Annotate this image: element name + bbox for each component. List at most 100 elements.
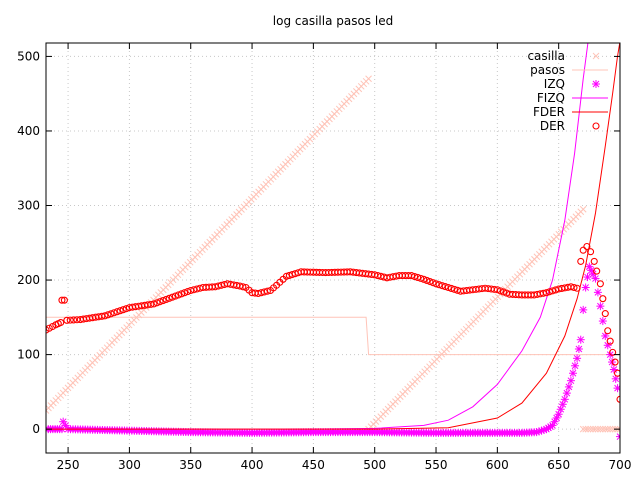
circle-marker xyxy=(493,286,501,294)
circle-marker xyxy=(414,273,422,281)
circle-marker xyxy=(435,281,443,289)
circle-marker xyxy=(444,283,452,292)
x-marker xyxy=(592,52,600,60)
circle-marker xyxy=(107,310,115,318)
x-tick-label: 600 xyxy=(486,458,509,472)
circle-marker xyxy=(441,283,449,291)
circle-marker xyxy=(429,279,437,287)
x-tick-label: 300 xyxy=(118,458,141,472)
circle-marker xyxy=(407,272,416,280)
x-marker xyxy=(589,425,597,433)
legend-label: casilla xyxy=(527,49,565,63)
x-marker xyxy=(584,425,592,433)
circle-marker xyxy=(611,358,619,366)
circle-marker xyxy=(101,312,109,320)
circle-marker xyxy=(432,280,440,288)
circle-marker xyxy=(177,290,186,298)
plot-frame xyxy=(45,42,621,454)
series-line xyxy=(46,43,620,430)
circle-marker xyxy=(423,276,431,284)
circle-marker xyxy=(596,280,604,288)
star-marker xyxy=(616,435,620,440)
circle-marker xyxy=(181,289,189,297)
legend-label: IZQ xyxy=(544,77,565,91)
x-marker xyxy=(46,409,50,414)
circle-marker xyxy=(420,275,428,283)
circle-marker xyxy=(70,316,78,324)
star-marker xyxy=(616,433,620,438)
circle-marker xyxy=(417,274,425,282)
circle-marker xyxy=(174,291,183,299)
circle-marker xyxy=(573,284,581,292)
circle-marker xyxy=(66,316,74,324)
circle-marker xyxy=(153,299,161,307)
circle-marker xyxy=(104,311,112,319)
circle-marker xyxy=(60,296,68,304)
circle-marker xyxy=(150,300,158,308)
circle-marker xyxy=(450,285,458,293)
circle-marker xyxy=(587,248,595,256)
x-marker xyxy=(587,425,594,433)
legend-label: FIZQ xyxy=(537,91,565,105)
circle-marker xyxy=(499,288,508,296)
series-pasos xyxy=(46,316,620,356)
legend-label: pasos xyxy=(530,63,565,77)
circle-marker xyxy=(119,306,127,314)
x-marker xyxy=(616,428,620,433)
x-marker xyxy=(616,425,620,430)
circle-marker xyxy=(579,246,587,254)
circle-marker xyxy=(604,327,612,335)
circle-marker xyxy=(545,288,554,296)
circle-marker xyxy=(162,295,170,303)
axis-ticks: 250 300 350 400 450 500 550 600 650 700 0 100 200 300… xyxy=(17,43,631,472)
x-marker xyxy=(601,425,609,433)
y-tick-label: 100 xyxy=(17,348,40,362)
circle-marker xyxy=(447,284,455,292)
chart-title: log casilla pasos led xyxy=(273,14,393,28)
circle-marker xyxy=(606,337,614,345)
circle-marker xyxy=(570,283,578,292)
circle-marker xyxy=(548,287,557,295)
circle-marker xyxy=(46,326,50,334)
x-marker xyxy=(609,425,616,433)
series-fizq xyxy=(46,43,589,430)
circle-marker xyxy=(58,296,66,304)
x-tick-label: 450 xyxy=(302,458,325,472)
x-tick-label: 500 xyxy=(363,458,386,472)
plot-area xyxy=(46,43,620,441)
x-marker xyxy=(604,425,612,433)
circle-marker xyxy=(592,122,600,130)
circle-marker xyxy=(165,294,173,302)
y-tick-label: 0 xyxy=(32,422,40,436)
x-tick-label: 250 xyxy=(57,458,80,472)
legend-label: DER xyxy=(540,119,565,133)
circle-marker xyxy=(113,308,121,316)
x-marker xyxy=(606,425,614,433)
circle-marker xyxy=(583,242,591,251)
circle-marker xyxy=(438,282,446,290)
circle-marker xyxy=(496,287,504,295)
x-tick-label: 350 xyxy=(179,458,202,472)
circle-marker xyxy=(168,293,176,301)
x-marker xyxy=(592,425,599,433)
circle-marker xyxy=(542,289,550,297)
circle-marker xyxy=(110,309,118,317)
x-marker xyxy=(579,205,587,213)
x-marker xyxy=(365,75,372,83)
circle-marker xyxy=(63,316,71,324)
x-tick-label: 400 xyxy=(241,458,264,472)
series-der xyxy=(46,242,620,403)
circle-marker xyxy=(426,277,434,286)
x-tick-label: 650 xyxy=(547,458,570,472)
circle-marker xyxy=(159,297,167,305)
x-tick-label: 550 xyxy=(425,458,448,472)
circle-marker xyxy=(601,310,609,318)
legend-label: FDER xyxy=(533,105,565,119)
y-tick-label: 200 xyxy=(17,273,40,287)
x-tick-label: 700 xyxy=(609,458,632,472)
circle-marker xyxy=(239,283,247,291)
circle-marker xyxy=(613,369,620,377)
circle-marker xyxy=(609,348,617,356)
